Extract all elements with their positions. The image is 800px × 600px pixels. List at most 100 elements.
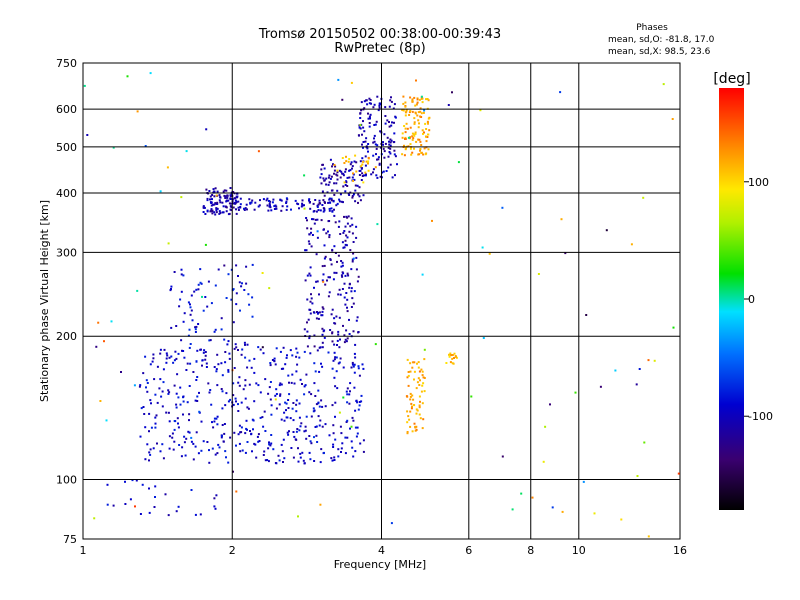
data-point: [308, 242, 311, 245]
data-point: [387, 155, 390, 158]
data-point: [357, 193, 360, 196]
data-point: [310, 442, 313, 445]
data-point: [364, 140, 367, 143]
data-point: [282, 367, 285, 370]
data-point: [401, 136, 404, 139]
data-point: [269, 398, 272, 401]
data-point: [168, 356, 171, 359]
data-point: [346, 216, 349, 219]
data-point: [346, 401, 349, 404]
data-point: [173, 440, 176, 443]
data-point: [295, 403, 298, 406]
data-point: [362, 141, 365, 143]
data-point: [451, 91, 453, 94]
data-point: [375, 120, 378, 123]
data-point: [250, 432, 253, 435]
data-point: [304, 429, 307, 432]
data-point: [295, 410, 298, 413]
data-point: [394, 174, 396, 177]
data-point: [229, 398, 232, 401]
data-point: [324, 255, 327, 258]
data-point: [331, 340, 334, 343]
data-point: [352, 419, 355, 422]
data-point: [267, 209, 270, 212]
data-point: [248, 198, 251, 201]
data-point: [351, 416, 354, 419]
data-point: [303, 204, 305, 207]
data-point: [413, 117, 416, 120]
data-point: [346, 298, 349, 301]
data-point: [374, 166, 377, 169]
data-point: [322, 280, 325, 283]
data-point: [106, 503, 109, 506]
data-point: [423, 358, 426, 361]
data-point: [334, 221, 337, 224]
data-point: [564, 252, 567, 255]
data-point: [309, 352, 312, 355]
data-point: [188, 346, 191, 349]
data-point: [357, 365, 360, 368]
data-point: [292, 456, 295, 459]
data-point: [208, 449, 210, 452]
data-point: [316, 236, 319, 239]
data-point: [418, 384, 421, 386]
data-point: [418, 122, 420, 125]
data-point: [232, 206, 235, 209]
data-point: [322, 228, 325, 231]
data-point: [416, 409, 419, 412]
data-point: [224, 351, 227, 353]
data-point: [423, 131, 425, 134]
data-point: [393, 153, 396, 156]
data-point: [404, 114, 407, 117]
data-point: [269, 362, 272, 364]
data-point: [336, 178, 339, 181]
data-point: [227, 199, 230, 202]
data-point: [359, 112, 362, 115]
data-point: [352, 173, 355, 176]
data-point: [340, 265, 343, 268]
data-point: [237, 206, 240, 209]
data-point: [333, 172, 335, 175]
data-point: [215, 209, 218, 212]
data-point: [352, 252, 355, 255]
data-point: [194, 445, 197, 448]
data-point: [479, 109, 482, 112]
data-point: [279, 350, 282, 353]
data-point: [337, 333, 340, 336]
data-point: [150, 426, 153, 429]
data-point: [166, 354, 169, 357]
data-point: [642, 196, 645, 199]
data-point: [342, 324, 344, 327]
data-point: [177, 505, 180, 508]
data-point: [290, 447, 293, 449]
data-point: [156, 365, 159, 368]
data-point: [220, 362, 223, 365]
data-point: [352, 257, 355, 260]
data-point: [481, 246, 484, 249]
data-point: [418, 406, 421, 409]
data-point: [242, 388, 245, 391]
data-point: [537, 273, 540, 275]
data-point: [352, 193, 355, 196]
data-point: [182, 274, 185, 277]
data-point: [367, 117, 370, 120]
data-point: [393, 103, 396, 106]
data-point: [308, 391, 311, 394]
y-tick-label: 600: [56, 103, 77, 116]
data-point: [354, 200, 357, 203]
data-point: [363, 107, 366, 110]
data-point: [214, 213, 217, 216]
data-point: [300, 422, 303, 425]
data-point: [291, 373, 294, 376]
data-point: [290, 381, 293, 384]
data-point: [269, 200, 272, 203]
data-point: [388, 140, 390, 143]
data-point: [208, 391, 211, 394]
data-point: [268, 443, 271, 446]
data-point: [228, 357, 231, 360]
data-point: [301, 199, 304, 202]
data-point: [333, 358, 336, 361]
data-point: [145, 386, 147, 389]
data-point: [272, 448, 275, 451]
data-point: [334, 165, 337, 168]
